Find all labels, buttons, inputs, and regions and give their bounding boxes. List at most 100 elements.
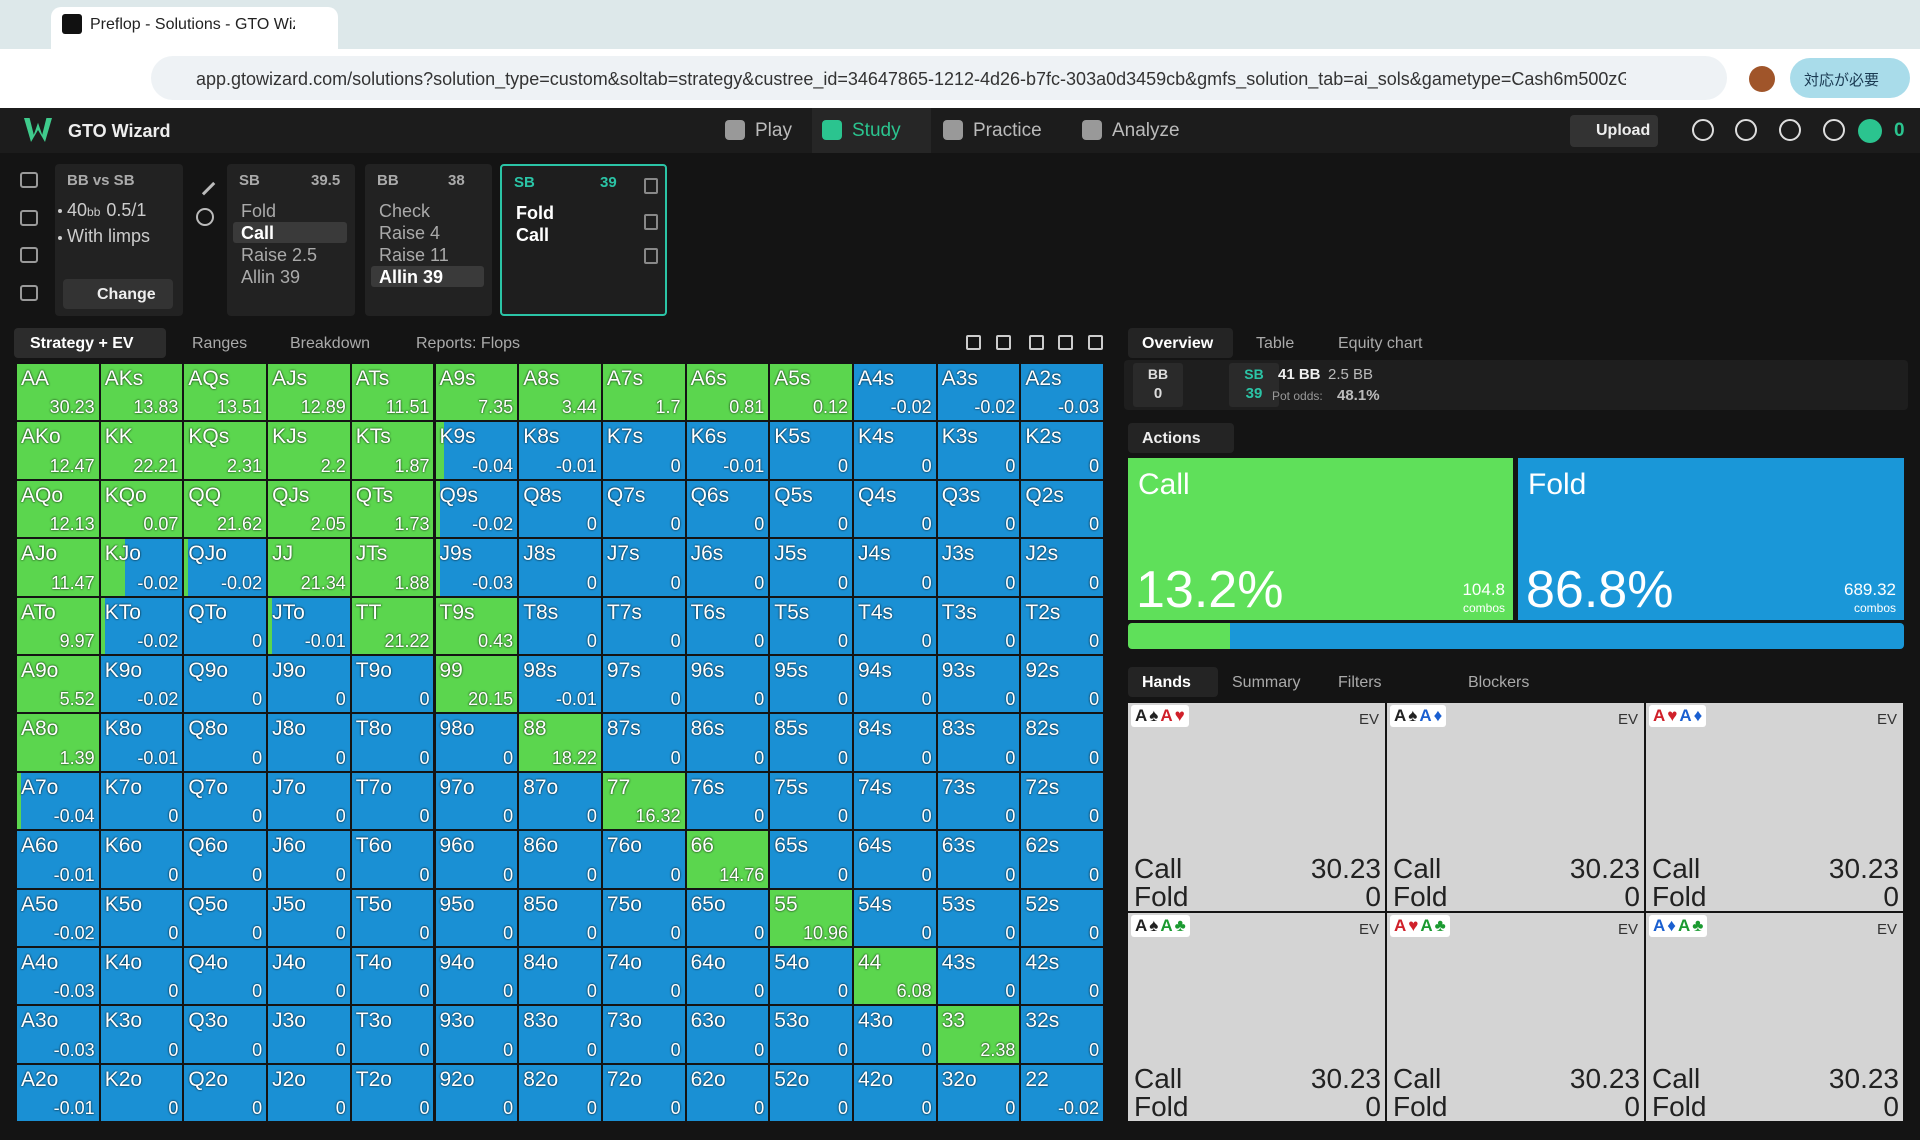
nav-icon-button[interactable] [1823,119,1845,141]
node-action[interactable]: Check [379,201,431,221]
hand-cell[interactable]: QTo 0 [184,597,267,654]
hand-cell[interactable]: JJ 21.34 [268,539,350,596]
hand-cell[interactable]: KK 22.21 [100,422,183,479]
hand-cell[interactable]: 76o 0 [602,831,685,888]
hand-cell[interactable]: 82o 0 [519,1064,601,1122]
hand-cell[interactable]: K4s 0 [854,422,936,479]
action-box[interactable]: Call 13.2% 104.8 combos [1128,458,1513,620]
hand-cell[interactable]: 63s 0 [937,831,1020,888]
hand-cell[interactable]: 63o 0 [686,1006,769,1063]
hand-cell[interactable]: Q6s 0 [686,480,769,538]
node-action[interactable]: Call [516,225,550,245]
hand-cell[interactable]: J6o 0 [268,831,350,888]
hand-cell[interactable]: QQ 21.62 [184,480,267,538]
view-toggle[interactable] [966,335,981,350]
hand-cell[interactable]: K5o 0 [100,889,183,946]
hand-cell[interactable]: J2o 0 [268,1064,350,1122]
overview-tab[interactable]: Equity chart [1338,335,1423,352]
overview-tab[interactable]: Table [1256,335,1295,352]
hand-cell[interactable]: 74s 0 [854,772,936,830]
active-tab[interactable] [51,7,338,49]
action-box[interactable]: Fold 86.8% 689.32 combos [1518,458,1904,620]
hand-cell[interactable]: T8s 0 [519,597,601,654]
view-toggle[interactable] [996,335,1011,350]
hand-cell[interactable]: T2s 0 [1021,597,1104,654]
hand-cell[interactable]: 75o 0 [602,889,685,946]
hand-cell[interactable]: 96o 0 [435,831,518,888]
hand-cell[interactable]: J2s 0 [1021,539,1104,596]
hand-cell[interactable]: T4s 0 [854,597,936,654]
node-action[interactable]: Fold [241,201,277,221]
nav-item[interactable]: Study [852,120,901,141]
hand-cell[interactable]: 94s 0 [854,656,936,713]
hand-cell[interactable]: K8o -0.01 [100,714,183,771]
hand-cell[interactable]: Q5s 0 [770,480,852,538]
hand-cell[interactable]: K7s 0 [602,422,685,479]
hand-cell[interactable]: J4s 0 [854,539,936,596]
hand-cell[interactable]: A6s 0.81 [686,364,769,421]
hand-cell[interactable]: KQs 2.31 [184,422,267,479]
node-icon[interactable] [644,248,658,264]
hand-cell[interactable]: A6o -0.01 [17,831,99,888]
hand-cell[interactable]: J5s 0 [770,539,852,596]
hand-cell[interactable]: J8o 0 [268,714,350,771]
hand-cell[interactable]: JTo -0.01 [268,597,350,654]
hand-cell[interactable]: A5s 0.12 [770,364,852,421]
hand-cell[interactable]: Q3s 0 [937,480,1020,538]
tool-icon[interactable] [20,285,38,301]
hand-cell[interactable]: A2s -0.03 [1021,364,1104,421]
hand-cell[interactable]: 72s 0 [1021,772,1104,830]
hand-cell[interactable]: K6s -0.01 [686,422,769,479]
hand-cell[interactable]: 65s 0 [770,831,852,888]
hand-cell[interactable]: K6o 0 [100,831,183,888]
node-action[interactable]: Allin 39 [241,267,301,287]
nav-icon-button[interactable] [1735,119,1757,141]
hand-cell[interactable]: 52s 0 [1021,889,1104,946]
hand-cell[interactable]: KTo -0.02 [100,597,183,654]
hand-cell[interactable]: 43s 0 [937,948,1020,1005]
hand-cell[interactable]: 42s 0 [1021,948,1104,1005]
hand-cell[interactable]: 99 20.15 [435,656,518,713]
url-field[interactable] [151,56,1727,100]
node-action[interactable]: Allin 39 [379,267,444,287]
hands-tab[interactable]: Hands [1142,674,1191,691]
hand-cell[interactable]: 83o 0 [519,1006,601,1063]
hand-cell[interactable]: TT 21.22 [351,597,434,654]
hand-cell[interactable]: 77 16.32 [602,772,685,830]
hand-cell[interactable]: J7s 0 [602,539,685,596]
strategy-tab[interactable]: Breakdown [290,335,371,352]
hand-cell[interactable]: KTs 1.87 [351,422,434,479]
hand-cell[interactable]: 32s 0 [1021,1006,1104,1063]
hand-cell[interactable]: 87o 0 [519,772,601,830]
tool-icon[interactable] [20,172,38,188]
hand-cell[interactable]: 92s 0 [1021,656,1104,713]
hand-cell[interactable]: 53s 0 [937,889,1020,946]
hand-cell[interactable]: 32o 0 [937,1064,1020,1122]
hand-cell[interactable]: Q4s 0 [854,480,936,538]
hand-cell[interactable]: A5o -0.02 [17,889,99,946]
strategy-node[interactable]: SB 39 Fold Call [500,164,667,316]
hand-cell[interactable]: QTs 1.73 [351,480,434,538]
hands-tab[interactable]: Summary [1232,674,1301,691]
view-toggle[interactable] [1088,335,1103,350]
hand-cell[interactable]: T6o 0 [351,831,434,888]
strategy-tab[interactable]: Strategy + EV [30,335,134,352]
hand-cell[interactable]: 54o 0 [770,948,852,1005]
hand-cell[interactable]: J9s -0.03 [435,539,518,596]
hand-cell[interactable]: 98s -0.01 [519,656,601,713]
hand-cell[interactable]: AJo 11.47 [17,539,99,596]
hand-cell[interactable]: QJs 2.05 [268,480,350,538]
hand-cell[interactable]: AKo 12.47 [17,422,99,479]
hand-cell[interactable]: Q7o 0 [184,772,267,830]
nav-icon-button[interactable] [1692,119,1714,141]
hand-cell[interactable]: A8o 1.39 [17,714,99,771]
hand-cell[interactable]: T3s 0 [937,597,1020,654]
nav-item[interactable]: Play [755,120,792,141]
nav-item[interactable]: Practice [973,120,1042,141]
hand-cell[interactable]: ATo 9.97 [17,597,99,654]
node-action[interactable]: Raise 11 [379,245,449,265]
hand-cell[interactable]: 88 18.22 [519,714,601,771]
hand-cell[interactable]: 66 14.76 [686,831,769,888]
hand-cell[interactable]: 55 10.96 [770,889,852,946]
hand-cell[interactable]: 76s 0 [686,772,769,830]
